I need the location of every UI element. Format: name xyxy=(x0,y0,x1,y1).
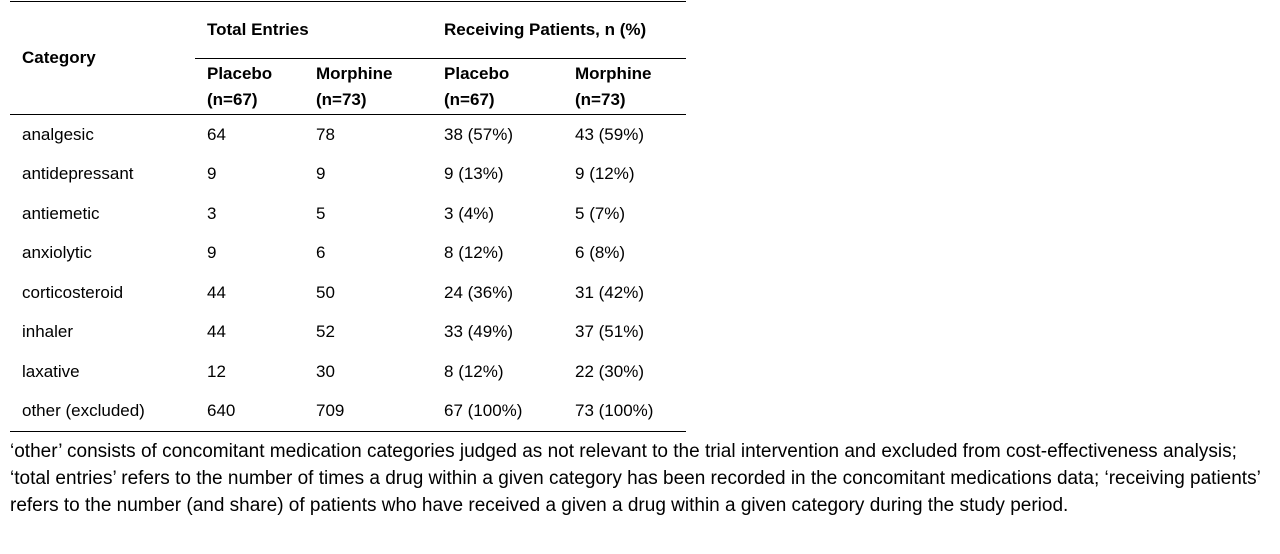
table-cell: 31 (42%) xyxy=(575,282,644,302)
table-cell: 3 (4%) xyxy=(444,203,495,223)
table-cell: other (excluded) xyxy=(22,401,145,421)
table-cell: 24 (36%) xyxy=(444,282,513,302)
table-cell: 38 (57%) xyxy=(444,124,513,144)
table-cell: 33 (49%) xyxy=(444,322,513,342)
table-row: anxiolytic 9 6 8 (12%) 6 (8%) xyxy=(10,234,686,274)
table-cell: 6 xyxy=(316,243,326,263)
table-cell: 12 xyxy=(207,361,226,381)
table-cell: laxative xyxy=(22,361,80,381)
table-cell: 30 xyxy=(316,361,335,381)
table-cell: 22 (30%) xyxy=(575,361,644,381)
subheader: Placebo (n=67) xyxy=(195,58,304,115)
table-cell: corticosteroid xyxy=(22,282,124,302)
footnote: ‘other’ consists of concomitant medicati… xyxy=(10,441,1261,516)
table-cell: 5 xyxy=(316,203,326,223)
table-cell: 9 xyxy=(207,243,217,263)
table-cell: 64 xyxy=(207,124,226,144)
table-row: analgesic 64 78 38 (57%) 43 (59%) xyxy=(10,115,686,155)
group-header: Total Entries xyxy=(195,1,433,59)
table-cell: 44 xyxy=(207,282,226,302)
table-cell: antidepressant xyxy=(22,164,134,184)
table-row: other (excluded) 640 709 67 (100%) 73 (100%) xyxy=(10,392,686,432)
table-cell: inhaler xyxy=(22,322,74,342)
table-cell: 78 xyxy=(316,124,335,144)
subheader-text: Morphine (n=73) xyxy=(575,63,652,109)
subheader: Morphine (n=73) xyxy=(563,58,687,115)
table-cell: 50 xyxy=(316,282,335,302)
table-row: corticosteroid 44 50 24 (36%) 31 (42%) xyxy=(10,273,686,313)
table-cell: 5 (7%) xyxy=(575,203,626,223)
table-cell: 9 (13%) xyxy=(444,164,504,184)
table-cell: anxiolytic xyxy=(22,243,92,263)
table-cell: antiemetic xyxy=(22,203,100,223)
header-category: Category xyxy=(10,1,195,115)
table-cell: 37 (51%) xyxy=(575,322,644,342)
table-cell: 6 (8%) xyxy=(575,243,626,263)
table-cell: 8 (12%) xyxy=(444,361,504,381)
table-cell: analgesic xyxy=(22,124,94,144)
table-cell: 8 (12%) xyxy=(444,243,504,263)
table-cell: 73 (100%) xyxy=(575,401,654,421)
table-row: inhaler 44 52 33 (49%) 37 (51%) xyxy=(10,313,686,353)
subheader-text: Placebo (n=67) xyxy=(444,63,510,109)
table-cell: 709 xyxy=(316,401,345,421)
table-cell: 52 xyxy=(316,322,335,342)
subheader: Placebo (n=67) xyxy=(432,58,564,115)
subheader-text: Morphine (n=73) xyxy=(316,63,393,109)
table-row: antiemetic 3 5 3 (4%) 5 (7%) xyxy=(10,194,686,234)
table-row: laxative 12 30 8 (12%) 22 (30%) xyxy=(10,352,686,392)
table-cell: 43 (59%) xyxy=(575,124,644,144)
table-cell: 67 (100%) xyxy=(444,401,523,421)
table-cell: 9 (12%) xyxy=(575,164,635,184)
medication-table: Category Total Entries Receiving Patient… xyxy=(10,1,687,432)
table-cell: 9 xyxy=(316,164,326,184)
table-cell: 3 xyxy=(207,203,217,223)
table-cell: 44 xyxy=(207,322,226,342)
table-row: antidepressant 9 9 9 (13%) 9 (12%) xyxy=(10,155,686,195)
group-header: Receiving Patients, n (%) xyxy=(432,1,687,59)
subheader-text: Placebo (n=67) xyxy=(207,63,273,109)
table-cell: 640 xyxy=(207,401,236,421)
table-cell: 9 xyxy=(207,164,217,184)
subheader: Morphine (n=73) xyxy=(304,58,433,115)
